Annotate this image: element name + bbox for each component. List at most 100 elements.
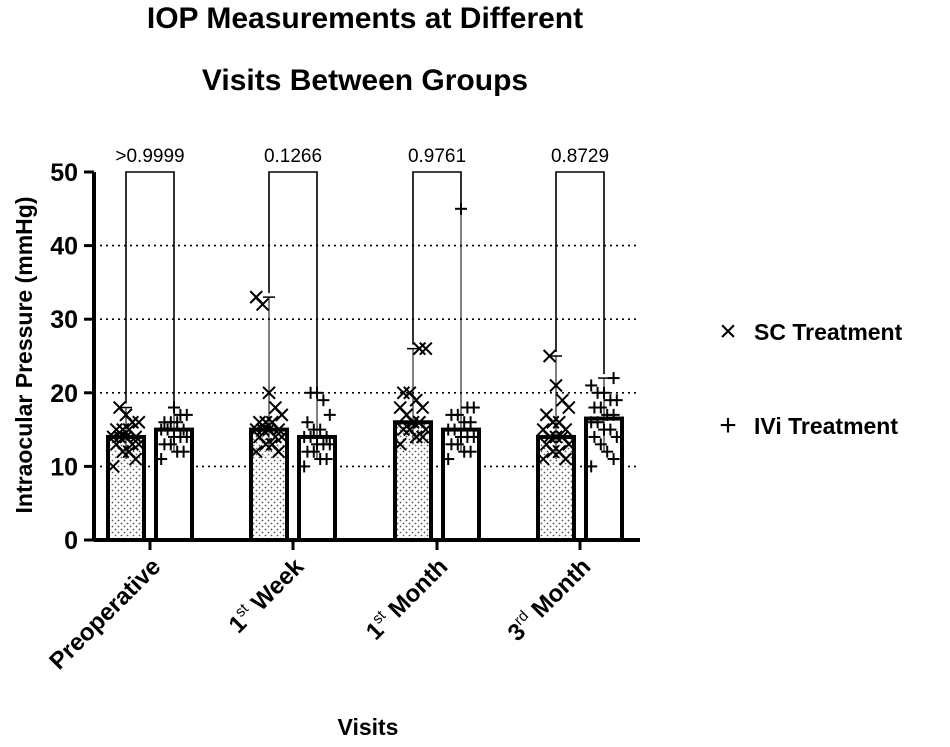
data-point (536, 452, 550, 466)
data-point (249, 444, 263, 459)
data-point (396, 386, 411, 400)
data-point (610, 430, 623, 443)
p-value-label: 0.9761 (408, 146, 466, 167)
data-point (445, 438, 458, 451)
p-value-label: >0.9999 (115, 146, 184, 167)
data-point (555, 430, 570, 444)
data-point (549, 378, 563, 393)
data-point (445, 408, 458, 421)
data-point (301, 445, 314, 458)
data-point (539, 408, 554, 422)
y-tick-label: 20 (50, 380, 78, 408)
legend: × SC Treatment + IVi Treatment (719, 315, 902, 442)
data-point (116, 422, 130, 437)
x-axis-label: Visits (338, 714, 399, 740)
data-point (155, 453, 168, 466)
data-point (265, 415, 279, 429)
data-point (177, 423, 190, 436)
data-point (158, 416, 171, 429)
data-point (249, 290, 263, 304)
data-point (607, 453, 620, 466)
data-point (588, 401, 601, 414)
data-point (314, 453, 327, 466)
data-point (458, 445, 471, 458)
data-point (311, 438, 323, 451)
data-point (301, 416, 314, 429)
data-point (122, 422, 136, 437)
data-point (536, 422, 550, 437)
data-point (155, 423, 168, 436)
data-point (255, 422, 270, 437)
data-point (158, 438, 171, 451)
data-point (106, 459, 120, 474)
data-point (403, 422, 417, 437)
data-point (419, 341, 433, 356)
y-tick-label: 30 (50, 306, 78, 334)
data-point (393, 400, 407, 415)
data-point (396, 422, 411, 437)
data-point (265, 437, 279, 452)
data-point (106, 430, 120, 444)
data-point (412, 415, 427, 429)
chart-title-line-2: Visits Between Groups (202, 64, 528, 97)
data-point (112, 430, 127, 444)
data-point (317, 394, 330, 407)
data-point (604, 394, 617, 407)
legend-sc-label: SC Treatment (754, 319, 903, 345)
data-point (607, 372, 620, 385)
x-tick-label: 1st Week (222, 551, 309, 638)
data-point (168, 430, 180, 443)
data-point (262, 422, 276, 437)
data-point (275, 430, 289, 444)
data-point (298, 430, 311, 443)
data-point (585, 460, 598, 473)
data-point (601, 408, 614, 421)
data-point (585, 416, 598, 429)
data-point (403, 386, 417, 400)
data-point (461, 401, 474, 414)
data-point (598, 423, 610, 436)
data-point (132, 415, 146, 429)
data-point (552, 415, 566, 429)
legend-ivi-label: IVi Treatment (754, 413, 898, 439)
data-point (442, 453, 455, 466)
p-value-label: 0.1266 (264, 146, 322, 167)
data-point (588, 430, 601, 443)
data-point (542, 349, 557, 363)
y-tick-label: 50 (50, 159, 78, 187)
data-point (112, 400, 127, 415)
data-point (109, 422, 124, 437)
data-point (601, 445, 614, 458)
data-point (252, 415, 267, 429)
data-point (262, 386, 276, 400)
data-point (259, 415, 273, 429)
data-point (393, 437, 407, 452)
data-point (323, 408, 336, 421)
x-tick-label: 1st Month (359, 552, 453, 646)
data-point (552, 444, 566, 459)
data-point (304, 386, 317, 399)
x-tick-label: Preoperative (44, 553, 166, 675)
significance-bracket (412, 171, 462, 345)
data-point (591, 386, 604, 399)
data-point (171, 445, 184, 458)
data-point (249, 422, 263, 437)
significance-brackets: >0.9999 0.1266 0.9761 0.8729 (115, 146, 609, 404)
data-point (594, 438, 607, 451)
data-point (458, 416, 471, 429)
data-points (106, 202, 623, 474)
data-point (268, 400, 283, 415)
data-point (119, 430, 133, 444)
data-point (320, 430, 333, 443)
legend-ivi-marker: + (719, 409, 737, 442)
significance-bracket (125, 171, 175, 404)
significance-bracket (268, 171, 318, 389)
data-point (252, 430, 267, 444)
data-point (585, 379, 598, 392)
significance-bracket (555, 171, 605, 375)
data-point (122, 444, 136, 459)
p-value-label: 0.8729 (551, 146, 609, 167)
y-axis-label: Intraocular Pressure (mmHg) (11, 197, 37, 514)
